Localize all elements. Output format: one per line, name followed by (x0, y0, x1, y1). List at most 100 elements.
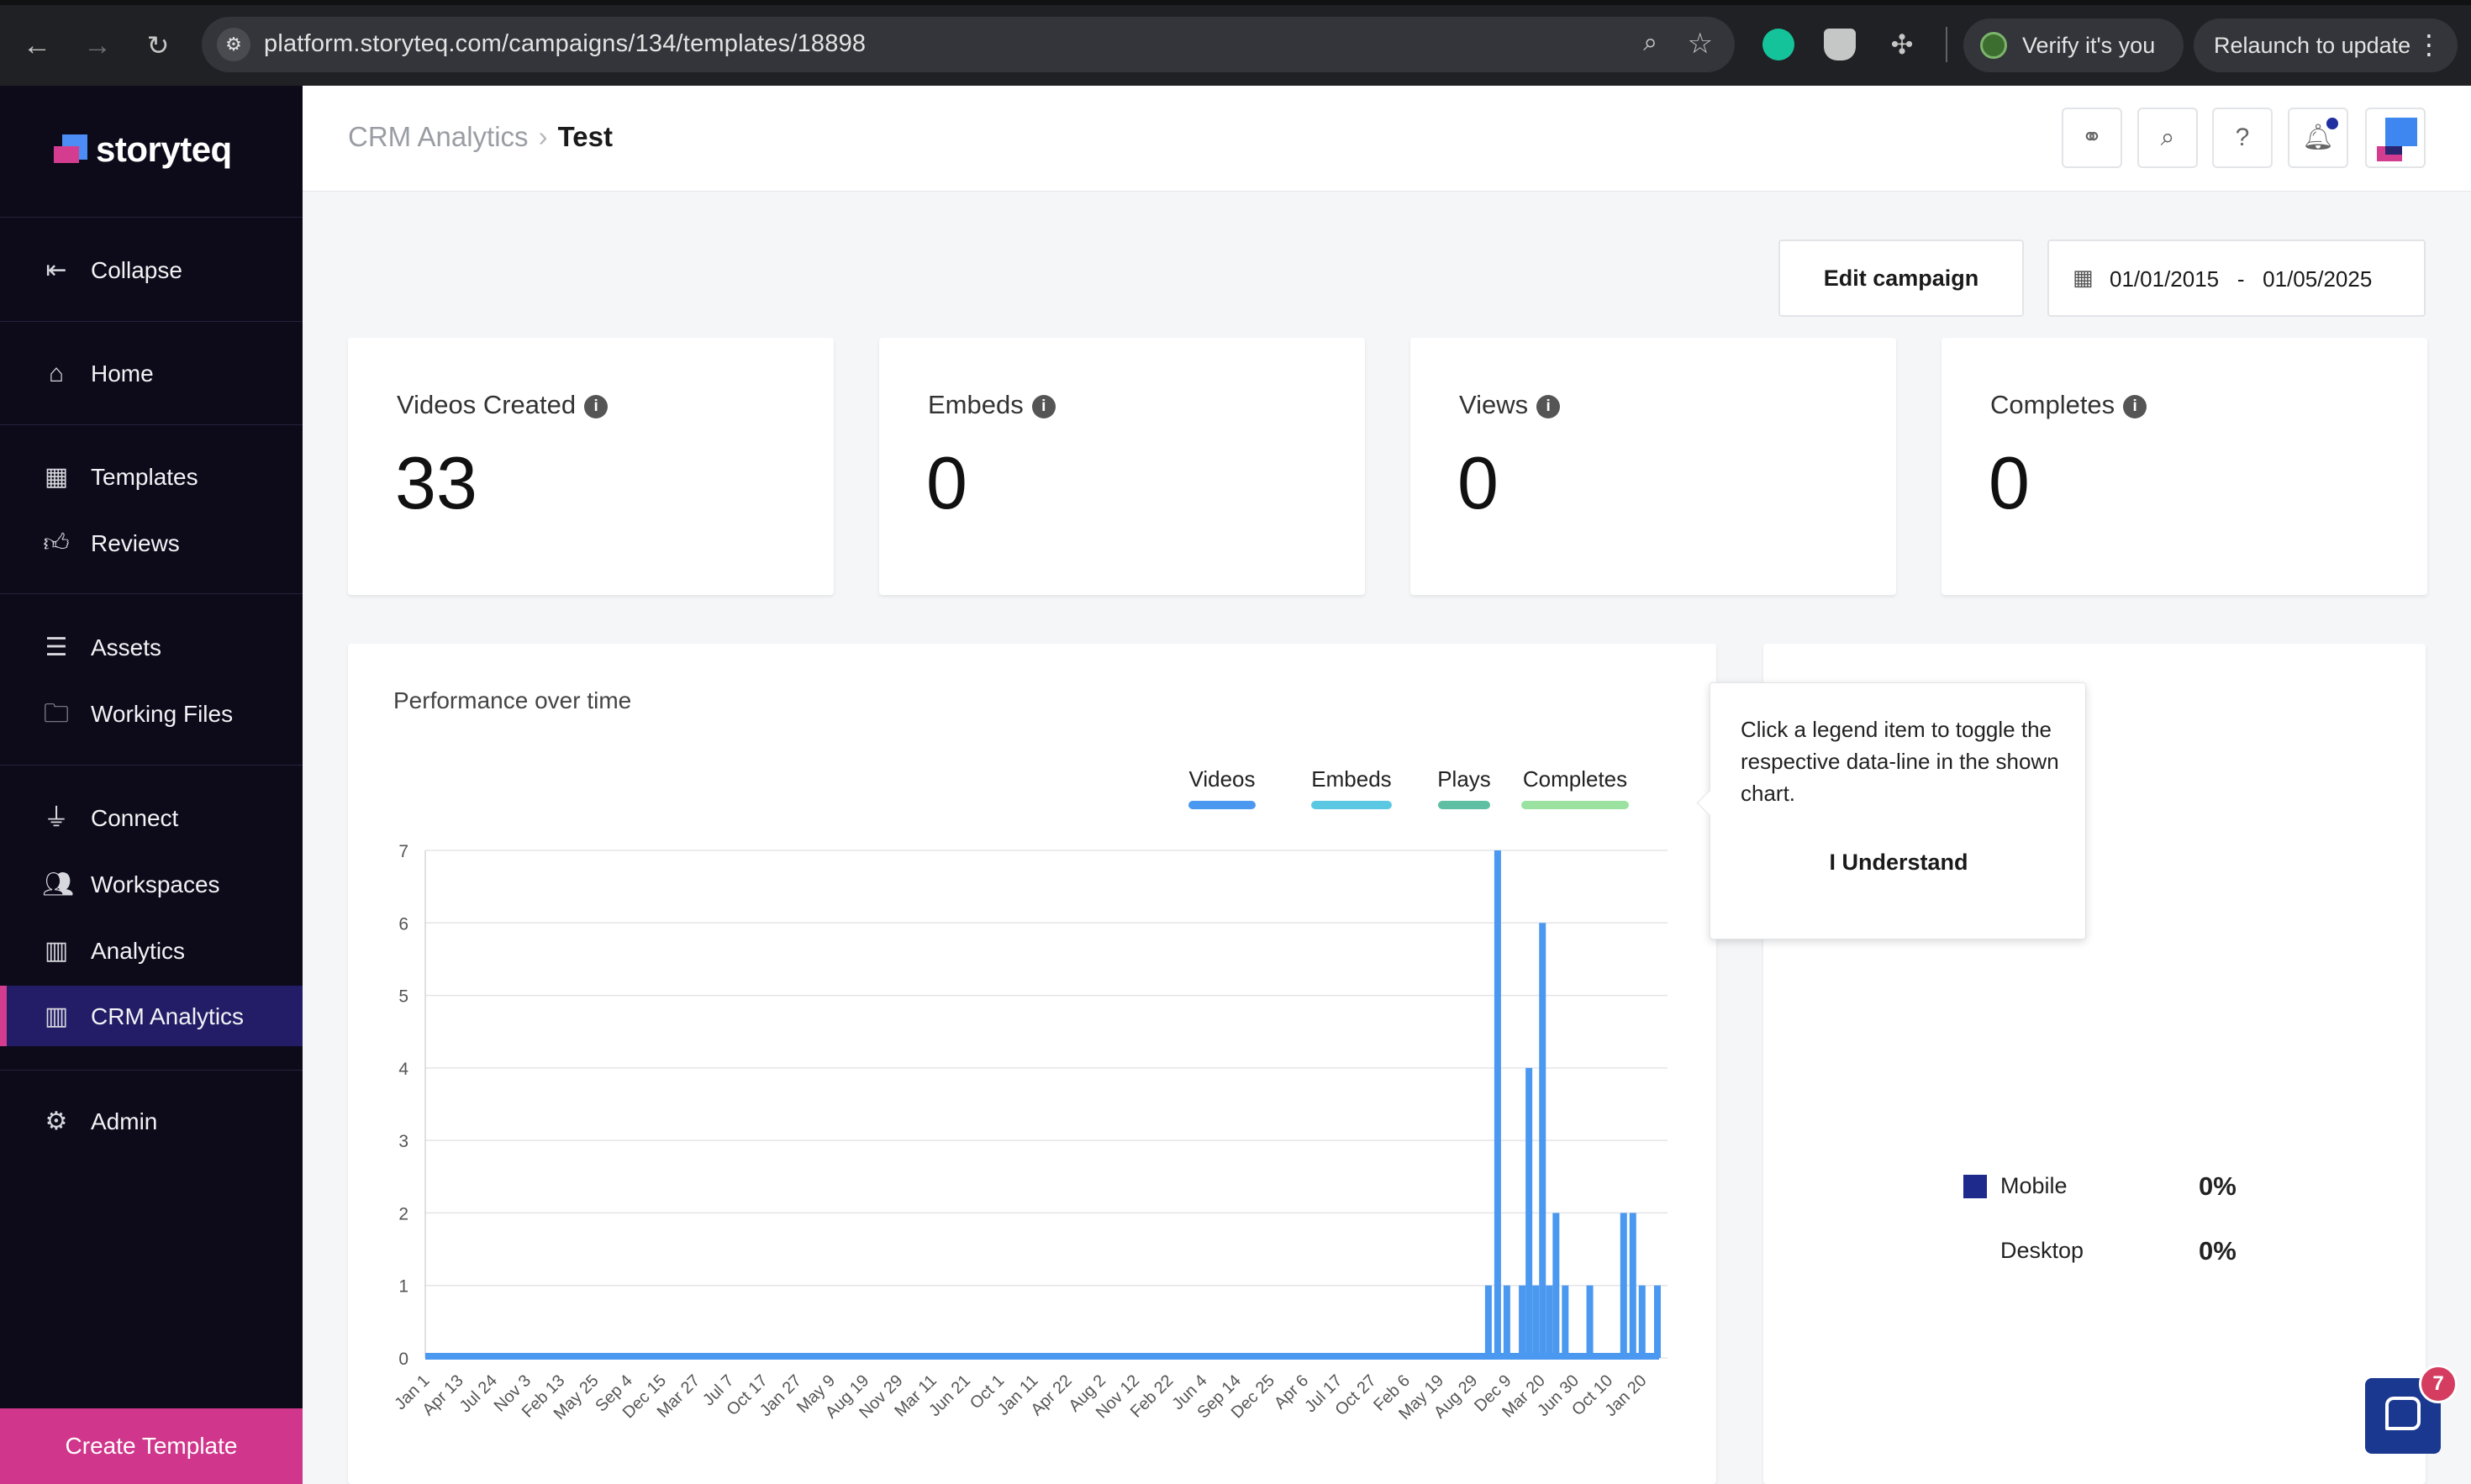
sidebar-item-label: Workspaces (91, 871, 220, 897)
reload-icon[interactable]: ↻ (146, 30, 170, 61)
collapse-icon: ⇤ (45, 256, 67, 284)
bitwarden-extension-icon[interactable] (1824, 29, 1856, 61)
legend-swatch-embeds[interactable] (1311, 801, 1392, 809)
bar-chart-icon: ▥ (44, 937, 69, 965)
bar-9 (1562, 1285, 1569, 1358)
info-icon[interactable]: i (1031, 395, 1056, 418)
sidebar-item-label: Home (91, 360, 154, 387)
zoom-icon[interactable]: ⌕ (1643, 29, 1657, 56)
legend-item-completes[interactable]: Completes (1523, 766, 1627, 792)
help-notification-badge: 7 (2419, 1365, 2458, 1403)
sidebar-item-label: Admin (91, 1108, 158, 1134)
toolbar-divider (1946, 27, 1947, 62)
i-understand-button[interactable]: I Understand (1829, 850, 1968, 875)
sidebar-divider (0, 765, 303, 766)
folder-icon: 🗀 (44, 700, 69, 728)
date-range-text: 01/01/2015 - 01/05/2025 (2110, 266, 2372, 292)
stat-value: 0 (926, 441, 967, 524)
link-button[interactable]: ⚭ (2062, 108, 2122, 168)
forward-icon[interactable]: → (83, 29, 112, 61)
device-percent: 0% (2199, 1171, 2237, 1201)
sidebar-divider (0, 593, 303, 594)
device-name: Mobile (2000, 1173, 2068, 1198)
legend-swatch-videos[interactable] (1188, 801, 1256, 809)
verify-label: Verify it's you (2022, 33, 2156, 58)
sidebar-divider (0, 321, 303, 322)
sidebar-item-label: Working Files (91, 701, 234, 727)
thumbs-up-icon: 👍︎ (43, 529, 70, 557)
legend-swatch-plays[interactable] (1438, 801, 1490, 809)
device-percent: 0% (2199, 1236, 2237, 1266)
date-range-picker[interactable]: ▦ 01/01/2015 - 01/05/2025 (2047, 239, 2426, 317)
sidebar-item-working-files[interactable]: 🗀 Working Files (0, 683, 303, 744)
site-info-icon[interactable]: ⚙ (217, 28, 250, 61)
device-row-mobile[interactable]: Mobile 0% (1763, 1170, 2426, 1203)
notification-dot (2326, 118, 2338, 129)
relaunch-button[interactable]: Relaunch to update ⋮ (2194, 18, 2458, 72)
legend-item-videos[interactable]: Videos (1188, 766, 1255, 792)
legend-swatch-completes[interactable] (1521, 801, 1629, 809)
sidebar-item-label: Connect (91, 805, 179, 831)
y-tick-label: 6 (398, 914, 408, 934)
y-tick-label: 2 (398, 1204, 408, 1224)
grammarly-extension-icon[interactable] (1762, 29, 1794, 61)
bar-2 (1503, 1285, 1510, 1358)
chart-title: Performance over time (393, 687, 632, 713)
sidebar-collapse[interactable]: ⇤ Collapse (0, 239, 303, 300)
stat-value: 0 (1989, 441, 2030, 524)
stat-label-row: Embeds i (928, 390, 1056, 420)
help-button[interactable]: ? (2212, 108, 2273, 168)
sidebar-item-home[interactable]: ⌂ Home (0, 343, 303, 403)
y-tick-label: 4 (398, 1060, 408, 1079)
edit-campaign-button[interactable]: Edit campaign (1778, 239, 2024, 317)
device-row-desktop[interactable]: Desktop 0% (1763, 1234, 2426, 1268)
sidebar-item-reviews[interactable]: 👍︎ Reviews (0, 513, 303, 573)
address-bar[interactable]: ⚙ platform.storyteq.com/campaigns/134/te… (202, 17, 1735, 72)
sidebar-item-label: Templates (91, 464, 198, 490)
user-gear-icon: ⚙ (45, 1108, 68, 1135)
search-button[interactable]: ⌕ (2137, 108, 2198, 168)
chevron-right-icon: › (538, 121, 548, 152)
legend-item-plays[interactable]: Plays (1437, 766, 1491, 792)
bar-14 (1654, 1285, 1661, 1358)
back-icon[interactable]: ← (23, 29, 51, 61)
legend-item-embeds[interactable]: Embeds (1311, 766, 1391, 792)
sidebar-item-templates[interactable]: ▦ Templates (0, 446, 303, 507)
create-template-button[interactable]: Create Template (0, 1408, 303, 1484)
avatar[interactable] (2365, 108, 2426, 168)
info-icon[interactable]: i (1536, 395, 1561, 418)
info-icon[interactable]: i (2123, 395, 2147, 418)
device-name: Desktop (2000, 1238, 2084, 1263)
logo-text: storyteq (96, 129, 232, 169)
sidebar-item-crm-analytics[interactable]: ▥ CRM Analytics (0, 986, 303, 1046)
stat-label: Videos Created (397, 390, 577, 419)
sidebar-item-assets[interactable]: ☰ Assets (0, 617, 303, 677)
sidebar-item-admin[interactable]: ⚙ Admin (0, 1091, 303, 1151)
extensions-puzzle-icon[interactable]: ✣ (1890, 29, 1914, 60)
verify-identity-button[interactable]: Verify it's you (1963, 18, 2184, 72)
bookmark-star-icon[interactable]: ☆ (1687, 28, 1713, 60)
notifications-button[interactable]: 🔔︎ (2288, 108, 2348, 168)
stat-card-views: Views i 0 (1410, 338, 1896, 595)
date-to: 01/05/2025 (2263, 266, 2373, 292)
stat-label-row: Videos Created i (397, 390, 609, 420)
more-menu-icon[interactable]: ⋮ (2416, 29, 2442, 60)
performance-chart-card: Performance over time Videos Embeds Plays C… (348, 644, 1716, 1484)
templates-icon: ▦ (44, 463, 69, 491)
logo-mark-pink (54, 146, 79, 163)
bar-chart-icon: ▥ (44, 1002, 69, 1030)
url-text[interactable]: platform.storyteq.com/campaigns/134/temp… (264, 30, 867, 57)
sidebar-item-label: CRM Analytics (91, 1003, 245, 1029)
sidebar-item-connect[interactable]: ⏚ Connect (0, 787, 303, 848)
bar-12 (1629, 1213, 1636, 1358)
calendar-icon: ▦ (2073, 265, 2094, 290)
bar-11 (1620, 1213, 1627, 1358)
stat-label: Views (1459, 390, 1529, 419)
tooltip-message: Click a legend item to toggle the respec… (1741, 717, 2059, 806)
stat-label: Completes (1990, 390, 2115, 419)
breadcrumb-root[interactable]: CRM Analytics (348, 121, 529, 152)
sidebar-item-workspaces[interactable]: 👥︎ Workspaces (0, 854, 303, 914)
sidebar-item-analytics[interactable]: ▥ Analytics (0, 920, 303, 981)
info-icon[interactable]: i (584, 395, 609, 418)
profile-icon (1980, 32, 2007, 59)
